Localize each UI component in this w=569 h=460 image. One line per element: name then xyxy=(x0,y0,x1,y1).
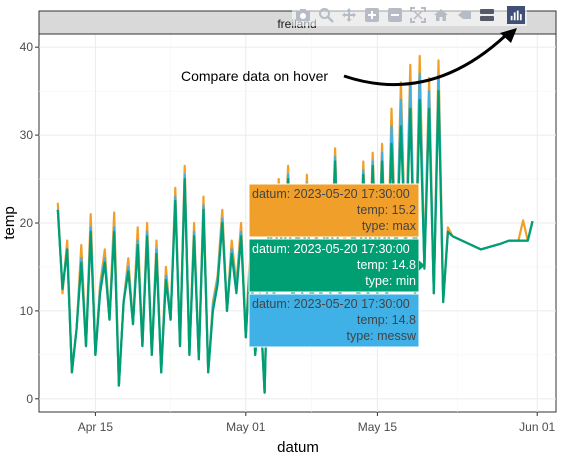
tooltip-pointer xyxy=(419,260,425,271)
y-axis-title: temp xyxy=(1,206,18,239)
tooltip-line: datum: 2023-05-20 17:30:00 xyxy=(252,242,410,256)
camera-button[interactable] xyxy=(294,6,312,24)
annotation-arrow xyxy=(343,34,507,87)
hover-tooltip-max: datum: 2023-05-20 17:30:00 temp: 15.2 type… xyxy=(248,183,420,238)
tooltip-line: temp: 15.2 xyxy=(357,203,416,217)
autoscale-icon xyxy=(410,7,426,23)
hover-compare-icon xyxy=(480,9,494,21)
tooltip-line: datum: 2023-05-20 17:30:00 xyxy=(252,297,410,311)
zoom-out-button[interactable] xyxy=(386,6,404,24)
tooltip-box xyxy=(248,183,420,238)
grid xyxy=(39,34,556,412)
hover-tooltip-min: datum: 2023-05-20 17:30:00 temp: 14.8 type… xyxy=(248,238,425,293)
x-tick-label: May 01 xyxy=(226,420,266,434)
x-tick-label: May 15 xyxy=(358,420,398,434)
hover-compare-button[interactable] xyxy=(478,6,496,24)
tooltip-line: temp: 14.8 xyxy=(357,313,416,327)
zoom-icon xyxy=(319,8,334,23)
tooltip-line: datum: 2023-05-20 17:30:00 xyxy=(252,187,410,201)
zoom-out-icon xyxy=(388,8,402,22)
tooltip-line: type: min xyxy=(365,274,416,288)
hover-tooltip-messw: datum: 2023-05-20 17:30:00 temp: 14.8 type… xyxy=(248,293,420,348)
camera-icon xyxy=(296,9,310,21)
annotation-arrowhead xyxy=(500,28,517,43)
y-tick-label: 0 xyxy=(26,392,33,406)
autoscale-button[interactable] xyxy=(409,6,427,24)
zoom-in-button[interactable] xyxy=(363,6,381,24)
zoom-button[interactable] xyxy=(317,6,335,24)
x-tick-label: Jun 01 xyxy=(519,420,555,434)
modebar xyxy=(292,4,527,26)
axis-layer: 0 10 20 30 40 Apr 15 May 01 May 15 Jun 01 xyxy=(20,40,556,434)
tooltip-line: temp: 14.8 xyxy=(357,258,416,272)
y-tick-label: 40 xyxy=(20,40,34,54)
y-tick-label: 10 xyxy=(20,304,34,318)
tooltip-box xyxy=(248,293,420,348)
home-button[interactable] xyxy=(432,6,450,24)
pan-button[interactable] xyxy=(340,6,358,24)
annotation-text: Compare data on hover xyxy=(181,68,328,84)
pan-icon xyxy=(342,8,356,22)
plotly-logo-link[interactable] xyxy=(507,6,525,24)
tooltip-box xyxy=(248,238,420,293)
x-tick-label: Apr 15 xyxy=(78,420,114,434)
tooltip-line: type: max xyxy=(362,219,417,233)
hover-closest-button[interactable] xyxy=(455,6,473,24)
home-icon xyxy=(434,9,448,21)
y-tick-label: 20 xyxy=(20,216,34,230)
hover-closest-icon xyxy=(458,11,471,19)
tooltip-line: type: messw xyxy=(347,329,417,343)
y-tick-label: 30 xyxy=(20,128,34,142)
zoom-in-icon xyxy=(365,8,379,22)
tooltip-layer: datum: 2023-05-20 17:30:00 temp: 15.2 type… xyxy=(248,183,425,348)
plotly-logo-icon xyxy=(510,10,522,21)
x-axis-title: datum xyxy=(277,439,319,456)
